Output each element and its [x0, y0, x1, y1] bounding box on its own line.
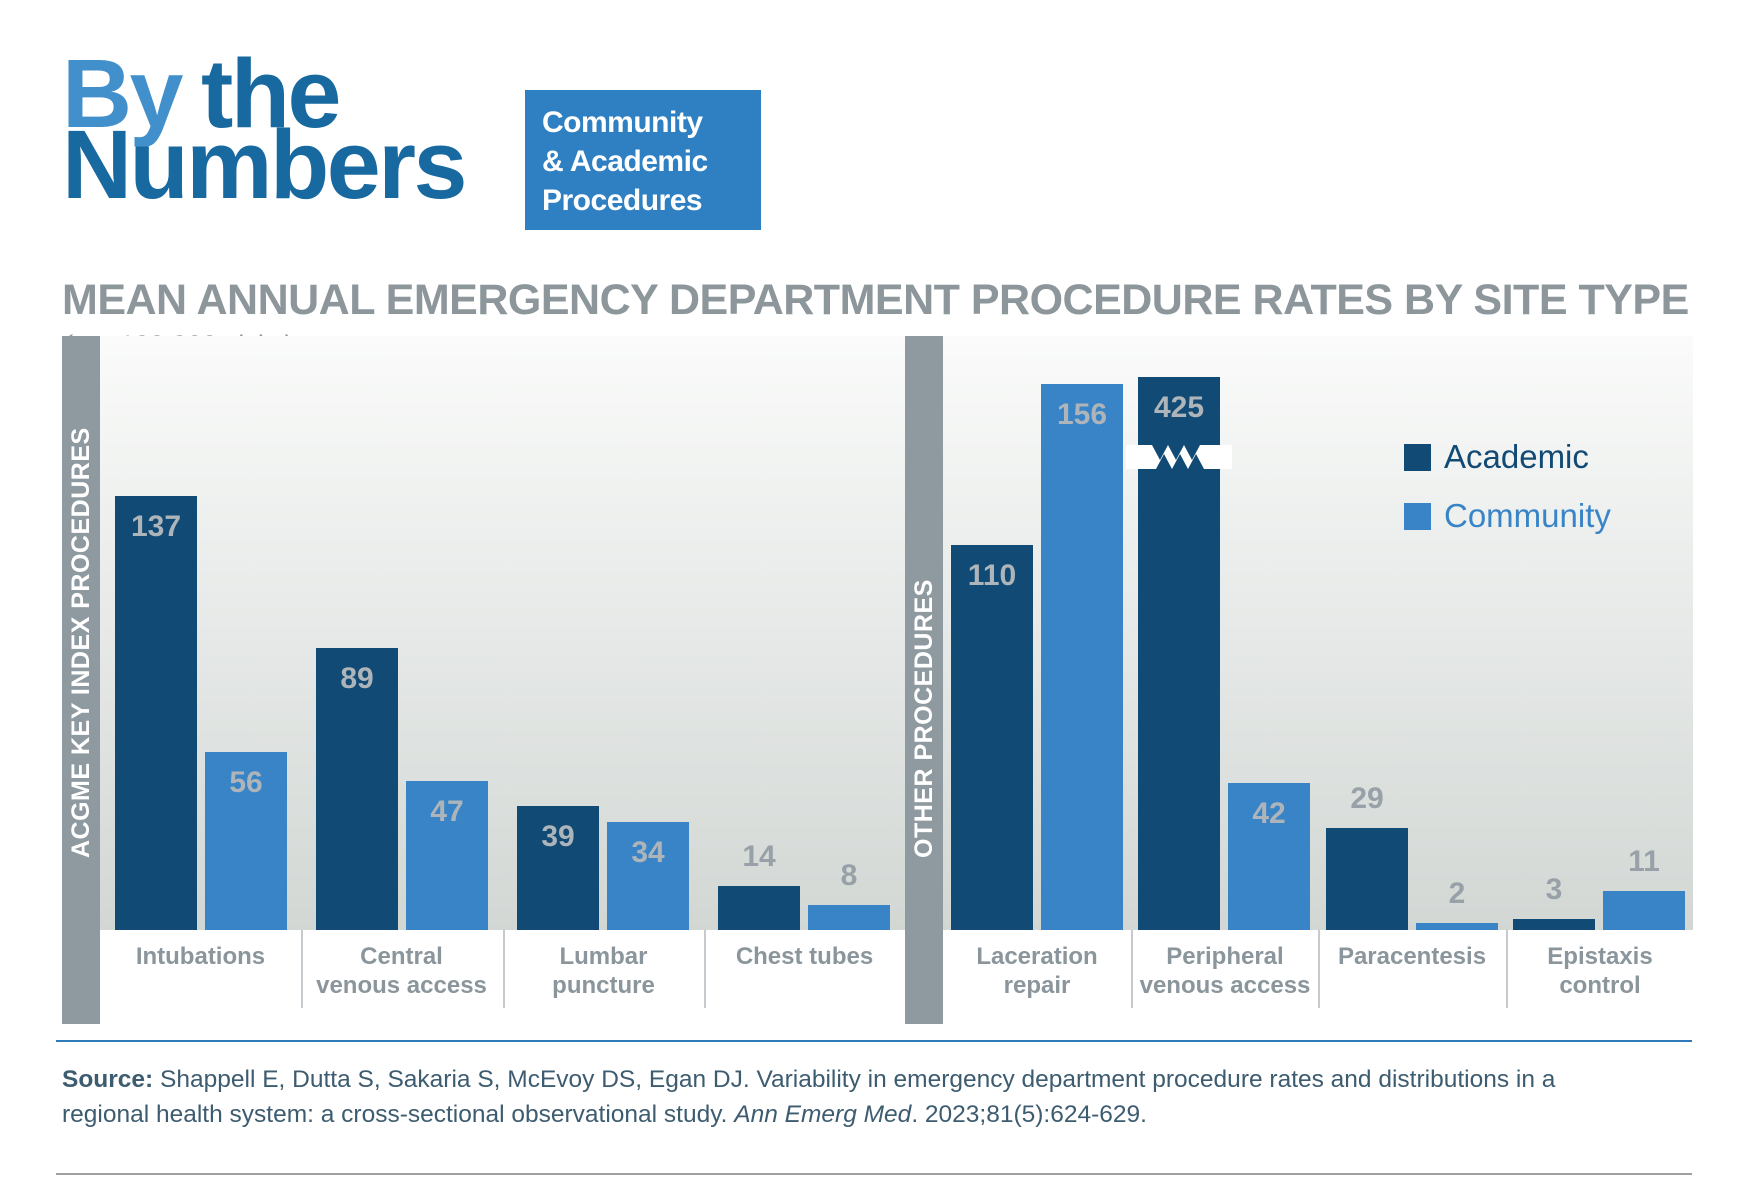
legend-label-academic: Academic — [1444, 438, 1589, 475]
divider-rule-blue — [56, 1040, 1692, 1042]
axis-break-marker — [1126, 445, 1232, 469]
category-label-epistaxis-control: Epistaxis control — [1547, 943, 1653, 999]
category-divider — [1506, 930, 1508, 1008]
bar-community-paracentesis — [1416, 923, 1498, 930]
divider-rule-gray — [56, 1173, 1692, 1175]
category-label-lumbar-puncture: Lumbar puncture — [552, 943, 655, 999]
category-label-peripheral-venous-access: Peripheral venous access — [1139, 943, 1311, 999]
category-label-central-venous-access: Central venous access — [316, 943, 487, 999]
value-label-academic-central-venous-access: 89 — [340, 662, 374, 695]
bar-community-central-venous-access — [406, 781, 488, 930]
legend-swatch-academic — [1404, 443, 1431, 471]
tag-line-2: & Academic — [542, 145, 708, 178]
value-label-community-lumbar-puncture: 34 — [631, 836, 665, 869]
category-label-laceration-repair: Laceration repair — [976, 943, 1098, 999]
logo-by-the-numbers: By the Numbers — [62, 45, 467, 219]
category-label-strip — [100, 930, 1693, 1010]
category-label-intubations: Intubations — [135, 943, 266, 970]
bar-community-intubations — [205, 752, 287, 930]
value-label-community-paracentesis: 2 — [1448, 877, 1466, 910]
source-text: Shappell E, Dutta S, Sakaria S, McEvoy D… — [62, 1066, 1556, 1128]
source-citation: Source: Shappell E, Dutta S, Sakaria S, … — [62, 1062, 1622, 1132]
band-other-procedures: OTHER PROCEDURES — [905, 336, 943, 1024]
value-label-community-chest-tubes: 8 — [840, 859, 858, 892]
legend-item-academic: Academic — [1404, 438, 1611, 476]
value-label-academic-lumbar-puncture: 39 — [541, 820, 575, 853]
value-label-academic-paracentesis: 29 — [1350, 782, 1384, 815]
value-label-community-peripheral-venous-access: 42 — [1252, 797, 1286, 830]
bar-academic-chest-tubes — [718, 886, 800, 930]
bar-academic-intubations — [115, 496, 197, 930]
logo-word-the: the — [201, 39, 342, 148]
category-divider — [704, 930, 706, 1008]
bar-community-peripheral-venous-access — [1228, 783, 1310, 930]
logo-line2: Numbers — [62, 110, 467, 219]
bar-community-lumbar-puncture — [607, 822, 689, 930]
band-acgme-label: ACGME KEY INDEX PROCEDURES — [67, 427, 95, 858]
value-label-community-central-venous-access: 47 — [430, 795, 464, 828]
bar-academic-laceration-repair — [951, 545, 1033, 930]
source-journal: Ann Emerg Med — [734, 1101, 912, 1128]
source-label: Source: — [62, 1066, 154, 1093]
category-divider — [1318, 930, 1320, 1008]
tag-line-1: Community — [542, 106, 703, 139]
logo-word-by: By — [62, 39, 184, 148]
topic-tag-box: Community & Academic Procedures — [525, 90, 761, 230]
value-label-academic-chest-tubes: 14 — [742, 840, 776, 873]
tag-line-3: Procedures — [542, 184, 703, 217]
category-divider — [503, 930, 505, 1008]
bar-community-chest-tubes — [808, 905, 890, 930]
bar-academic-central-venous-access — [316, 648, 398, 930]
value-label-community-intubations: 56 — [229, 766, 263, 799]
value-label-academic-intubations: 137 — [130, 510, 182, 543]
value-label-community-laceration-repair: 156 — [1056, 398, 1108, 431]
legend-label-community: Community — [1444, 497, 1611, 534]
bar-academic-peripheral-venous-access — [1138, 377, 1220, 930]
bar-academic-epistaxis-control — [1513, 919, 1595, 930]
category-divider — [1131, 930, 1133, 1008]
bar-academic-paracentesis — [1326, 828, 1408, 930]
legend: Academic Community — [1404, 438, 1611, 556]
logo-line1: By the — [62, 45, 465, 142]
source-citation-tail: . 2023;81(5):624-629. — [911, 1101, 1147, 1128]
band-acgme-key-index-procedures: ACGME KEY INDEX PROCEDURES — [62, 336, 100, 1024]
value-label-academic-laceration-repair: 110 — [967, 559, 1017, 592]
value-label-academic-peripheral-venous-access: 425 — [1153, 391, 1205, 424]
bar-community-epistaxis-control — [1603, 891, 1685, 930]
category-label-chest-tubes: Chest tubes — [735, 943, 874, 970]
category-label-paracentesis: Paracentesis — [1337, 943, 1487, 970]
value-label-academic-epistaxis-control: 3 — [1545, 873, 1563, 906]
bar-academic-lumbar-puncture — [517, 806, 599, 930]
legend-item-community: Community — [1404, 497, 1611, 535]
value-label-community-epistaxis-control: 11 — [1628, 845, 1660, 878]
chart-title: MEAN ANNUAL EMERGENCY DEPARTMENT PROCEDU… — [62, 276, 1689, 324]
category-divider — [301, 930, 303, 1008]
bar-community-laceration-repair — [1041, 384, 1123, 930]
band-other-label: OTHER PROCEDURES — [910, 579, 938, 858]
legend-swatch-community — [1404, 502, 1431, 530]
